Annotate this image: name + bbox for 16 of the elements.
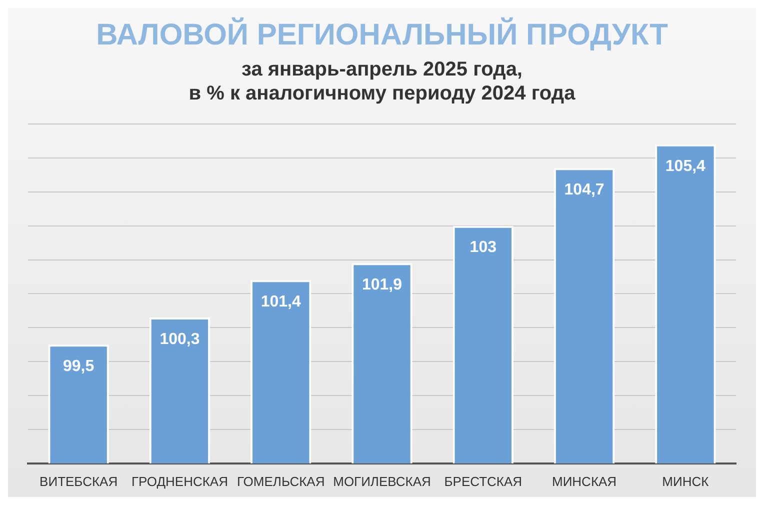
chart-title: ВАЛОВОЙ РЕГИОНАЛЬНЫЙ ПРОДУКТ	[96, 16, 668, 52]
data-label: 101,9	[362, 276, 402, 294]
x-tick-label: МИНСК	[662, 474, 710, 489]
x-tick-label: ГРОДНЕНСКАЯ	[131, 474, 228, 489]
x-tick-label: ВИТЕБСКАЯ	[40, 474, 118, 489]
data-label: 105,4	[665, 158, 706, 175]
x-tick-label: БРЕСТСКАЯ	[444, 474, 522, 489]
data-label: 101,4	[260, 294, 301, 311]
chart-subtitle: за январь-апрель 2025 года, в % к аналогичному периоду 2024 года	[188, 58, 576, 105]
data-label: 99,5	[63, 358, 94, 376]
x-tick-label: ГОМЕЛЬСКАЯ	[237, 474, 325, 489]
data-label: 103	[470, 239, 497, 256]
data-label: 104,7	[564, 182, 604, 199]
data-label: 100,3	[160, 330, 200, 348]
x-tick-label: МОГИЛЕВСКАЯ	[333, 474, 431, 489]
x-tick-label: МИНСКАЯ	[552, 474, 617, 489]
